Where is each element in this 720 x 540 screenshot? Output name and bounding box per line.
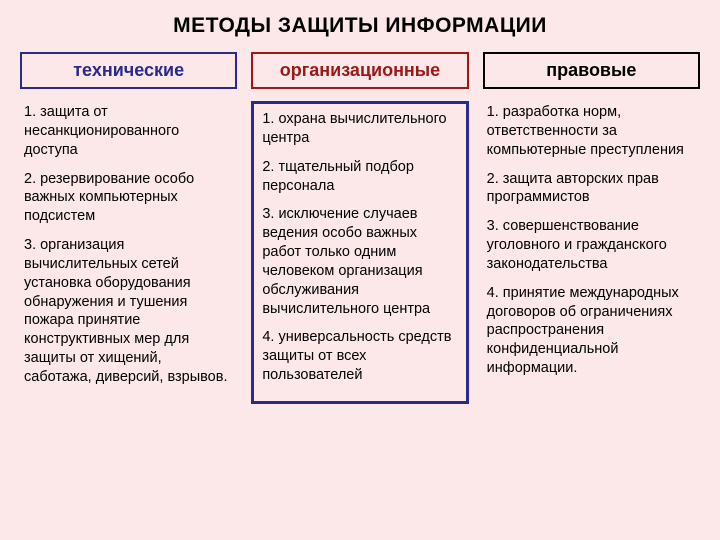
list-item: 2. резервирование особо важных компьютер… <box>24 170 233 227</box>
column-organizational-body: 1. охрана вычислительного центра 2. тщат… <box>251 101 468 404</box>
list-item: 1. защита от несанкционированного доступ… <box>24 103 233 160</box>
list-item: 3. совершенствование уголовного и гражда… <box>487 217 696 274</box>
column-legal-body: 1. разработка норм, ответственности за к… <box>483 101 700 390</box>
column-organizational-header: организационные <box>251 52 468 89</box>
column-technical-header: технические <box>20 52 237 89</box>
slide-title: МЕТОДЫ ЗАЩИТЫ ИНФОРМАЦИИ <box>20 14 700 38</box>
list-item: 3. исключение случаев ведения особо важн… <box>262 205 457 318</box>
list-item: 2. тщательный подбор персонала <box>262 158 457 196</box>
columns-container: технические 1. защита от несанкционирова… <box>20 52 700 404</box>
column-legal-header: правовые <box>483 52 700 89</box>
column-technical: технические 1. защита от несанкционирова… <box>20 52 237 404</box>
list-item: 1. охрана вычислительного центра <box>262 110 457 148</box>
list-item: 1. разработка норм, ответственности за к… <box>487 103 696 160</box>
column-organizational: организационные 1. охрана вычислительног… <box>251 52 468 404</box>
list-item: 4. принятие международных договоров об о… <box>487 284 696 378</box>
column-technical-body: 1. защита от несанкционированного доступ… <box>20 101 237 399</box>
list-item: 4. универсальность средств защиты от все… <box>262 328 457 385</box>
list-item: 2. защита авторских прав программистов <box>487 170 696 208</box>
list-item: 3. организация вычислительных сетей уста… <box>24 236 233 387</box>
column-legal: правовые 1. разработка норм, ответственн… <box>483 52 700 404</box>
